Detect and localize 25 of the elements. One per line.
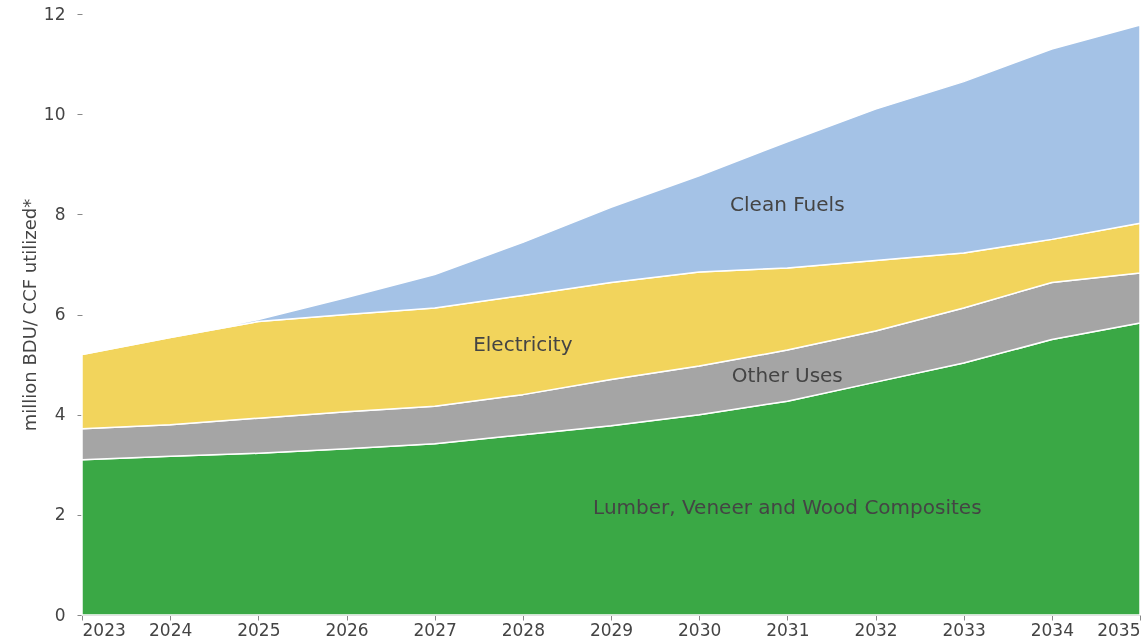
series-label: Lumber, Veneer and Wood Composites <box>593 495 982 520</box>
y-tick-label: 6 <box>54 304 66 324</box>
y-tick-label: 10 <box>43 103 66 124</box>
y-tick-label: 4 <box>54 404 66 425</box>
series-label: Other Uses <box>731 362 843 387</box>
series-label: Clean Fuels <box>730 191 845 216</box>
x-tick-label: 2023 <box>82 619 126 640</box>
x-tick-label: 2026 <box>325 619 369 640</box>
x-tick-label: 2035 <box>1097 619 1141 640</box>
x-tick-label: 2028 <box>501 619 545 640</box>
y-tick-label: 2 <box>54 504 66 525</box>
series-label: Electricity <box>473 332 573 357</box>
y-tick-label: 12 <box>43 3 66 24</box>
x-tick-label: 2025 <box>237 619 281 640</box>
x-tick-label: 2029 <box>589 619 634 640</box>
x-tick-label: 2030 <box>678 619 722 640</box>
x-tick-label: 2032 <box>854 619 898 640</box>
x-tick-label: 2033 <box>942 619 986 640</box>
x-tick-label: 2027 <box>413 619 457 640</box>
y-tick-label: 8 <box>54 203 66 224</box>
x-tick-label: 2024 <box>149 619 193 640</box>
x-tick-label: 2034 <box>1030 619 1074 640</box>
y-tick-label: 0 <box>54 604 66 625</box>
x-tick-label: 2031 <box>766 619 810 640</box>
y-axis-title: million BDU/ CCF utilized* <box>18 198 40 432</box>
